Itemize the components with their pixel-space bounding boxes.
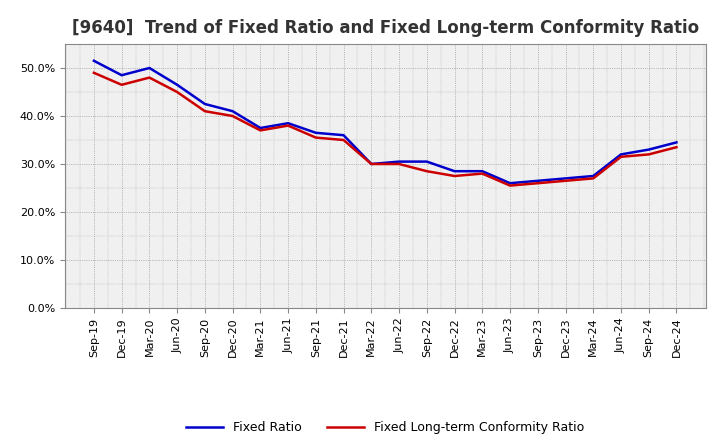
Fixed Long-term Conformity Ratio bbox=[228, 114, 237, 119]
Title: [9640]  Trend of Fixed Ratio and Fixed Long-term Conformity Ratio: [9640] Trend of Fixed Ratio and Fixed Lo… bbox=[71, 19, 699, 37]
Fixed Ratio bbox=[450, 169, 459, 174]
Fixed Long-term Conformity Ratio bbox=[284, 123, 292, 128]
Fixed Long-term Conformity Ratio bbox=[339, 137, 348, 143]
Fixed Ratio bbox=[616, 152, 625, 157]
Fixed Long-term Conformity Ratio bbox=[616, 154, 625, 159]
Fixed Long-term Conformity Ratio bbox=[589, 176, 598, 181]
Fixed Long-term Conformity Ratio bbox=[367, 161, 376, 167]
Legend: Fixed Ratio, Fixed Long-term Conformity Ratio: Fixed Ratio, Fixed Long-term Conformity … bbox=[181, 416, 590, 439]
Fixed Ratio bbox=[644, 147, 653, 152]
Fixed Long-term Conformity Ratio bbox=[145, 75, 154, 80]
Fixed Long-term Conformity Ratio bbox=[395, 161, 403, 167]
Fixed Ratio bbox=[339, 132, 348, 138]
Fixed Ratio bbox=[117, 73, 126, 78]
Fixed Ratio bbox=[478, 169, 487, 174]
Fixed Long-term Conformity Ratio bbox=[478, 171, 487, 176]
Fixed Long-term Conformity Ratio bbox=[561, 178, 570, 183]
Fixed Long-term Conformity Ratio bbox=[173, 89, 181, 95]
Fixed Ratio bbox=[505, 180, 514, 186]
Fixed Long-term Conformity Ratio bbox=[450, 173, 459, 179]
Fixed Ratio bbox=[395, 159, 403, 164]
Fixed Long-term Conformity Ratio bbox=[89, 70, 98, 75]
Fixed Long-term Conformity Ratio bbox=[201, 109, 210, 114]
Fixed Ratio bbox=[589, 173, 598, 179]
Fixed Ratio bbox=[228, 109, 237, 114]
Fixed Ratio bbox=[89, 58, 98, 63]
Fixed Ratio bbox=[312, 130, 320, 136]
Fixed Ratio bbox=[367, 161, 376, 167]
Fixed Long-term Conformity Ratio bbox=[505, 183, 514, 188]
Fixed Ratio bbox=[201, 101, 210, 106]
Fixed Ratio bbox=[534, 178, 542, 183]
Fixed Long-term Conformity Ratio bbox=[256, 128, 265, 133]
Fixed Long-term Conformity Ratio bbox=[534, 180, 542, 186]
Fixed Long-term Conformity Ratio bbox=[423, 169, 431, 174]
Fixed Long-term Conformity Ratio bbox=[672, 145, 681, 150]
Fixed Ratio bbox=[145, 66, 154, 71]
Fixed Long-term Conformity Ratio bbox=[117, 82, 126, 88]
Line: Fixed Ratio: Fixed Ratio bbox=[94, 61, 677, 183]
Line: Fixed Long-term Conformity Ratio: Fixed Long-term Conformity Ratio bbox=[94, 73, 677, 186]
Fixed Ratio bbox=[561, 176, 570, 181]
Fixed Long-term Conformity Ratio bbox=[312, 135, 320, 140]
Fixed Ratio bbox=[256, 125, 265, 131]
Fixed Long-term Conformity Ratio bbox=[644, 152, 653, 157]
Fixed Ratio bbox=[284, 121, 292, 126]
Fixed Ratio bbox=[423, 159, 431, 164]
Fixed Ratio bbox=[173, 82, 181, 88]
Fixed Ratio bbox=[672, 140, 681, 145]
